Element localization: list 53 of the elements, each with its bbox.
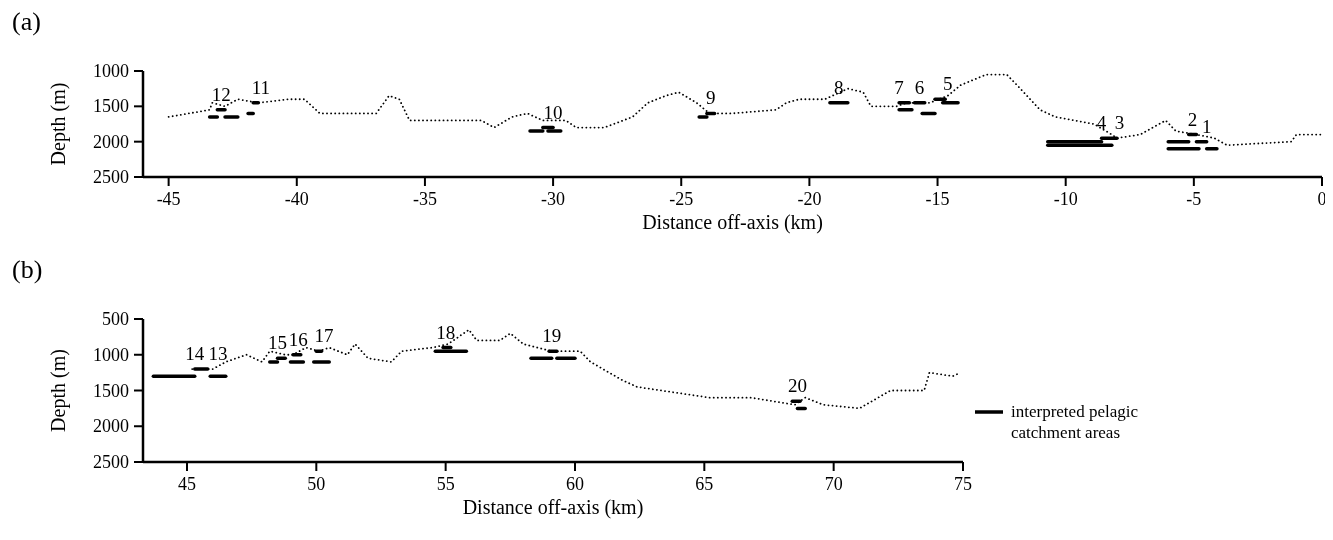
y-tick-label: 2000 [93,416,129,437]
y-tick-label: 500 [102,309,129,329]
legend-label: interpreted pelagic catchment areas [1011,402,1139,442]
chart-title: (b) [12,255,43,284]
x-tick-label: -35 [412,189,437,209]
x-tick-label: 45 [177,474,196,494]
annotation: 5 [943,73,953,95]
x-tick-label: 55 [436,474,455,494]
annotation: 13 [208,343,228,365]
annotation: 17 [314,325,334,347]
y-tick-label: 1000 [93,344,129,365]
y-tick-label: 1000 [93,61,129,81]
y-tick-label: 2500 [93,452,129,472]
annotation: 10 [543,101,563,123]
annotation: 16 [288,328,308,350]
y-tick-label: 1500 [93,380,129,401]
annotation: 12 [211,83,231,105]
x-axis-title: Distance off-axis (km) [642,211,823,234]
x-tick-label: -30 [541,189,566,209]
annotation: 18 [436,321,456,343]
x-axis-title: Distance off-axis (km) [462,496,644,519]
x-tick-label: 50 [307,474,326,494]
x-tick-label: 75 [954,474,972,494]
x-tick-label: -45 [156,189,181,209]
annotation: 14 [185,343,205,365]
annotation: 11 [251,76,271,98]
annotation: 8 [834,76,844,98]
annotation: 1 [1201,115,1212,137]
x-tick-label: 65 [695,474,714,494]
x-tick-label: -15 [925,189,950,209]
y-tick-label: 2500 [93,167,129,187]
y-axis-title: Depth (m) [47,349,70,432]
y-tick-label: 1500 [93,96,129,117]
annotation: 2 [1187,108,1198,130]
x-tick-label: 70 [824,474,843,494]
y-tick-label: 2000 [93,131,129,152]
y-axis-title: Depth (m) [47,82,70,166]
x-tick-label: -40 [284,189,309,209]
annotation: 6 [914,76,925,98]
x-tick-label: 0 [1317,189,1327,209]
chart-title: (a) [12,7,41,36]
annotation: 20 [787,375,807,397]
x-tick-label: -20 [797,189,822,209]
annotation: 19 [542,325,562,347]
x-tick-label: 60 [565,474,584,494]
x-tick-label: -10 [1053,189,1078,209]
annotation: 7 [894,76,904,98]
annotation: 9 [705,87,716,109]
annotation: 15 [268,332,288,354]
annotation: 4 [1096,112,1107,134]
x-tick-label: -25 [669,189,694,209]
x-tick-label: -5 [1186,189,1202,209]
annotation: 3 [1114,112,1125,134]
